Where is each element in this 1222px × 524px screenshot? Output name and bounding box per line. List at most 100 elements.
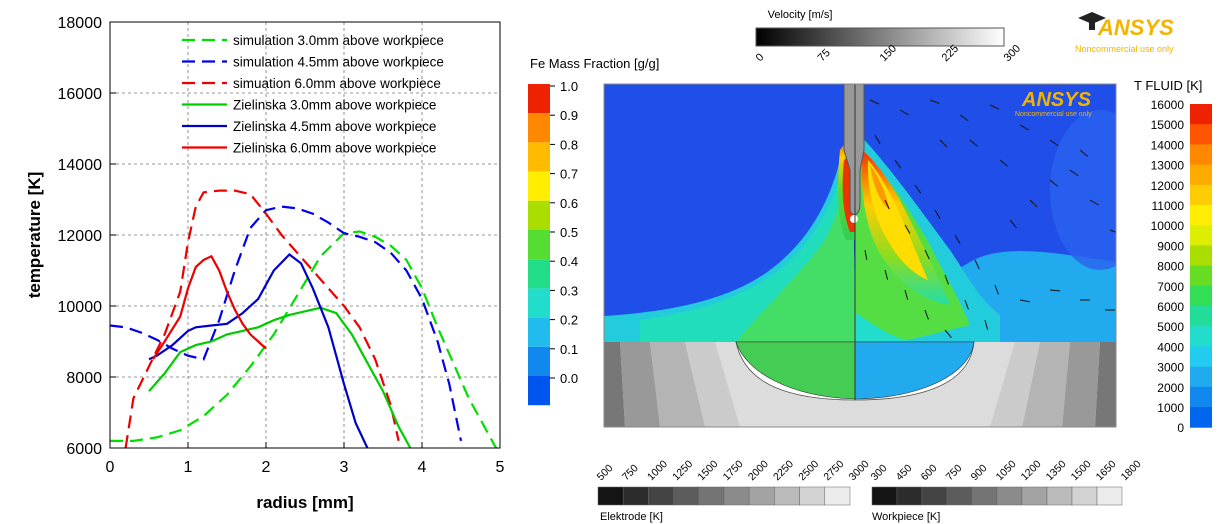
gray-bar-tick-label: 1500 xyxy=(1069,458,1094,483)
x-tick-label: 5 xyxy=(496,459,505,476)
velocity-arrow xyxy=(974,259,980,270)
elektrode-bar-title: Elektrode [K] xyxy=(600,511,663,523)
t-tick-label: 5000 xyxy=(1157,320,1184,334)
velocity-arrow xyxy=(864,249,868,260)
velocity-arrow xyxy=(924,249,930,260)
gray-bar-segment xyxy=(1096,486,1123,506)
gray-bar-tick-label: 1750 xyxy=(721,458,746,483)
workpiece-colorbar: 300 450 600 750 900 1050 1200 1350 1500 1650 1800 xyxy=(869,458,1144,506)
gray-bar-segment xyxy=(723,486,750,506)
velocity-arrow xyxy=(1019,299,1030,303)
t-bar-segment xyxy=(1190,245,1212,267)
gray-bar-tick-label: 450 xyxy=(894,462,915,483)
gray-bar-segment xyxy=(946,486,973,506)
velocity-arrow xyxy=(894,159,902,169)
series-line-5 xyxy=(148,253,369,449)
legend-label: simuation 6.0mm above workpiece xyxy=(233,76,441,91)
y-tick-label: 18000 xyxy=(58,15,103,32)
velocity-arrow xyxy=(874,134,881,144)
fe-bar-segment xyxy=(528,113,550,143)
x-tick-label: 3 xyxy=(340,459,349,476)
legend-label: Zielinska 4.5mm above workpiece xyxy=(233,119,436,134)
t-tick-label: 1000 xyxy=(1157,401,1184,415)
y-tick-label: 6000 xyxy=(66,441,102,458)
t-bar-segment xyxy=(1190,366,1212,388)
t-bar-segment xyxy=(1190,285,1212,307)
fe-bar-segment xyxy=(528,230,550,260)
electrode-tip xyxy=(850,215,858,223)
velocity-arrow xyxy=(934,209,941,219)
velocity-arrow xyxy=(1069,169,1079,177)
t-tick-label: 3000 xyxy=(1157,361,1184,375)
gray-bar-segment xyxy=(622,486,649,506)
velocity-arrow xyxy=(1029,199,1038,208)
velocity-colorbar xyxy=(755,27,1005,47)
t-fluid-title: T FLUID [K] xyxy=(1134,78,1202,93)
gray-bar-segment xyxy=(648,486,674,506)
ansys-logo-text: ANSYS xyxy=(1097,15,1174,40)
chart-grid xyxy=(110,22,500,448)
t-tick-label: 15000 xyxy=(1151,118,1185,132)
y-tick-label: 12000 xyxy=(58,228,103,245)
gray-bar-segment xyxy=(1046,486,1073,506)
velocity-arrow xyxy=(1049,179,1058,187)
x-axis-label: radius [mm] xyxy=(256,493,353,512)
t-tick-label: 8000 xyxy=(1157,260,1184,274)
t-tick-label: 2000 xyxy=(1157,381,1184,395)
velocity-arrow xyxy=(944,274,949,285)
series-line-6 xyxy=(151,254,267,360)
legend-label: simulation 4.5mm above workpiece xyxy=(233,55,444,70)
t-tick-label: 13000 xyxy=(1151,159,1185,173)
gray-bar-segment xyxy=(673,486,700,506)
gray-bar-segment xyxy=(597,486,624,506)
t-fluid-colorbar: 1600015000140001300012000110001000090008… xyxy=(1151,98,1212,435)
fe-tick-label: 0.5 xyxy=(560,225,578,240)
t-tick-label: 6000 xyxy=(1157,300,1184,314)
gray-bar-segment xyxy=(1021,486,1048,506)
temperature-line-chart: 0 1 2 3 4 5600080001000012000140001600018000 … xyxy=(25,15,505,512)
fe-tick-label: 0.4 xyxy=(560,254,578,269)
gray-bar-tick-label: 1500 xyxy=(695,458,720,483)
gray-bar-segment xyxy=(774,486,800,506)
velocity-arrow xyxy=(1019,124,1029,131)
fe-bar-segment xyxy=(528,288,550,318)
legend-label: Zielinska 6.0mm above workpiece xyxy=(233,141,436,156)
chart-legend: simulation 3.0mm above workpiece simulati… xyxy=(182,33,444,156)
gray-bar-tick-label: 1200 xyxy=(1019,458,1044,483)
gray-bar-tick-label: 3000 xyxy=(847,458,872,483)
gray-bar-tick-label: 1050 xyxy=(994,458,1019,483)
gray-bar-segment xyxy=(921,486,948,506)
t-bar-segment xyxy=(1190,306,1212,327)
y-tick-label: 14000 xyxy=(58,157,103,174)
gray-bar-segment xyxy=(971,486,998,506)
gray-bar-tick-label: 2250 xyxy=(771,458,796,483)
y-tick-label: 16000 xyxy=(58,86,103,103)
x-tick-label: 0 xyxy=(106,459,115,476)
t-tick-label: 10000 xyxy=(1151,219,1185,233)
fe-bar-segment xyxy=(528,84,550,114)
t-bar-segment xyxy=(1190,104,1212,125)
t-bar-segment xyxy=(1190,225,1212,246)
velocity-arrow xyxy=(884,269,889,280)
series-line-1 xyxy=(110,230,498,449)
t-bar-segment xyxy=(1190,265,1212,287)
t-bar-segment xyxy=(1190,407,1212,428)
gray-bar-segment xyxy=(1071,486,1098,506)
t-tick-label: 12000 xyxy=(1151,179,1185,193)
t-bar-segment xyxy=(1190,326,1212,347)
velocity-arrow xyxy=(989,104,1000,110)
gray-bar-tick-label: 1350 xyxy=(1044,458,1069,483)
gray-bar-tick-label: 600 xyxy=(919,462,940,483)
t-tick-label: 0 xyxy=(1177,421,1184,435)
velocity-arrow xyxy=(884,199,890,210)
t-bar-segment xyxy=(1190,164,1212,186)
velocity-arrow xyxy=(1049,289,1061,292)
fe-bar-segment xyxy=(528,171,550,201)
field-ansys-logo: ANSYS xyxy=(1021,89,1092,111)
gray-bar-tick-label: 900 xyxy=(969,462,990,483)
chart-series xyxy=(109,189,498,449)
gray-bar-tick-label: 2750 xyxy=(821,458,846,483)
t-bar-segment xyxy=(1190,386,1212,408)
gray-bar-segment xyxy=(748,486,775,506)
velocity-arrow xyxy=(904,224,911,234)
